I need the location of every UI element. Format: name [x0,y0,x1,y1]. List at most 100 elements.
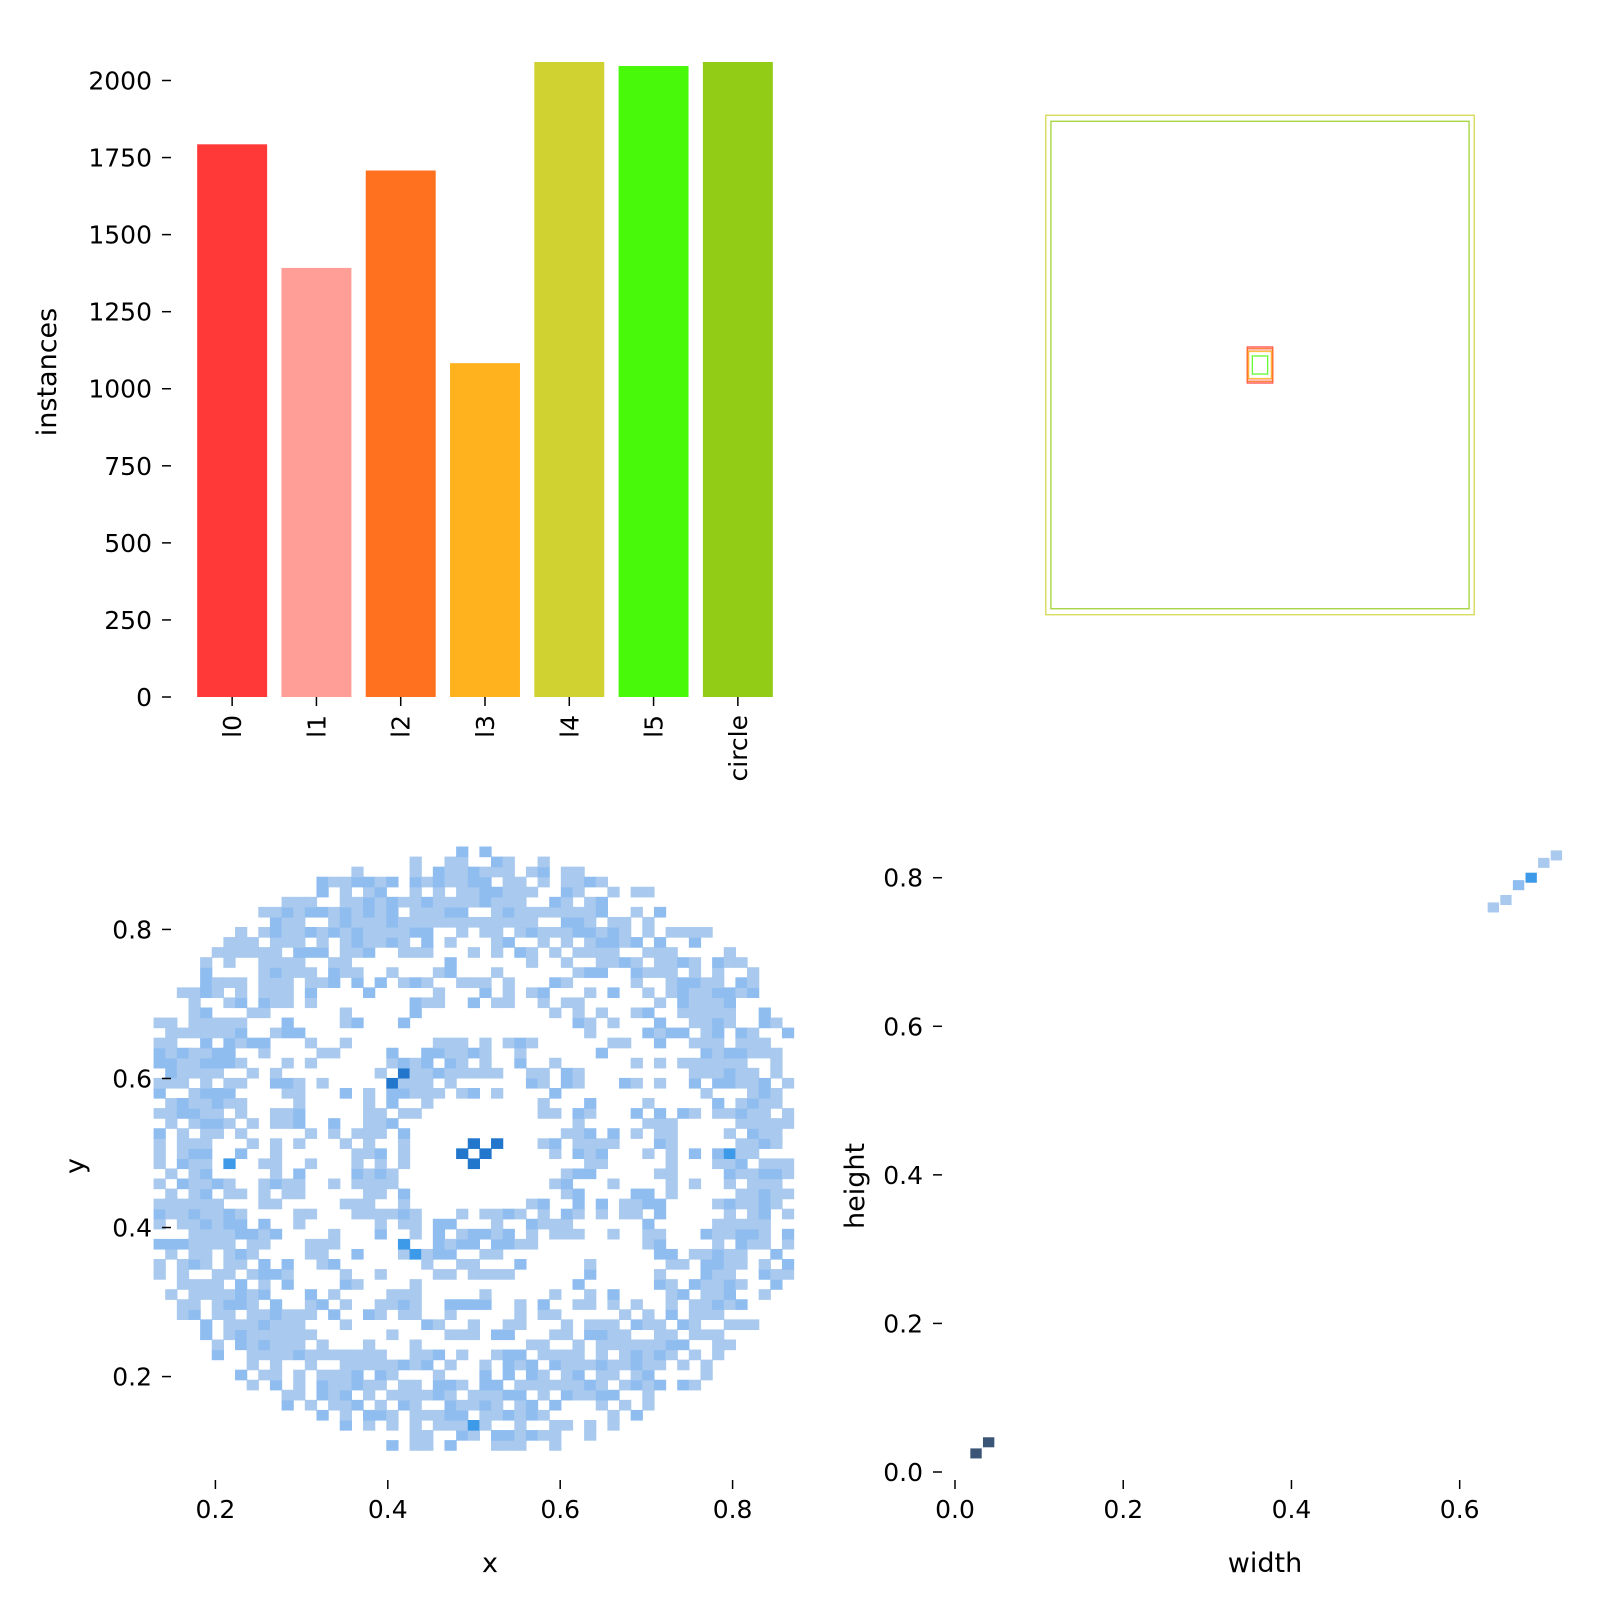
xy-cell [560,937,574,948]
xy-cell [630,957,643,968]
box-l3 [1247,350,1273,380]
xy-cell [665,1248,678,1260]
xy-cell [467,896,480,908]
xy-cell [397,1138,411,1149]
xy-cell [653,1359,667,1371]
xy-cell [421,1389,434,1401]
xy-cell [572,967,585,978]
xy-cell [677,1359,690,1371]
xy-cell [525,947,539,958]
xy-cell [432,1238,446,1250]
xy-cell [584,1259,597,1270]
xy-cell [712,1349,725,1361]
xy-cell [607,947,620,958]
xy-cell [397,1379,411,1391]
xy-cell [444,1440,457,1451]
xy-cell [176,1027,190,1039]
xy-cell [595,957,608,968]
xy-cell [304,967,318,978]
xy-cell [456,1349,469,1361]
xy-cell [630,937,643,948]
xy-cell [595,1329,608,1341]
xy-cell [584,937,597,948]
xy-cell [200,1248,213,1260]
bar-circle [702,62,773,697]
xy-cell [188,1238,201,1250]
xy-cell [293,1178,306,1190]
xy-cell [397,1148,411,1160]
xy-cell [735,1279,748,1290]
xy-cell [339,1409,352,1421]
xy-cell [642,947,655,958]
xy-cell [491,1349,504,1361]
xy-cell [584,1329,597,1341]
xy-cell [293,1389,306,1401]
xy-cell [572,947,585,958]
xy-cell [421,947,434,958]
xy-cell [258,1269,271,1280]
xy-cell [665,1339,678,1351]
xy-cell [165,1188,178,1200]
xy-cell [456,927,469,938]
xy-cell [677,987,690,999]
xy-cell [514,1299,527,1310]
xy-cell [665,987,678,999]
xy-cell [223,1329,236,1341]
xy-cell [432,1087,446,1099]
xy-cell [386,1409,399,1421]
xy-cell [235,1329,248,1341]
xy-cell [700,1359,713,1371]
xy-cell [607,957,620,968]
xy-cell [258,927,271,938]
xy-cell [560,876,574,888]
xy-cell [514,1208,527,1220]
xy-cell [607,916,620,928]
xy-cell [223,1309,236,1320]
xy-cell [735,1158,748,1170]
xy-cell [572,886,585,898]
xy-cell [560,1178,574,1190]
xy-cell [444,1047,457,1059]
box-l4 [1045,114,1475,616]
xy-cell [700,977,713,988]
xy-cell [758,1178,771,1190]
xy-cell [200,1138,213,1149]
xy-cell [560,1329,574,1341]
xy-cell [304,1329,318,1341]
xy-cell [572,1168,585,1180]
xy-cell [246,1118,259,1129]
xy-cell [246,1228,259,1240]
xy-cell [293,1379,306,1391]
xy-cell [770,1269,783,1280]
xy-cell [328,1289,341,1300]
xy-cell [397,1359,411,1371]
xy-cell [386,1047,399,1059]
xy-cell [444,1057,457,1069]
xy-cell [491,1399,504,1411]
xy-cell [269,1329,283,1341]
xy-cell [246,1379,259,1391]
xy-cell [642,1007,655,1019]
xy-cell [642,967,655,978]
xy-cell [188,1309,201,1320]
xy-cell [235,937,248,948]
xy-cell [665,1329,678,1341]
xy-cell [653,1269,667,1280]
xy-cell [188,1067,201,1079]
xy-cell [386,1369,399,1381]
xy-cell [758,1158,771,1170]
xy-cell [200,1218,213,1230]
xy-cell [235,1369,248,1381]
xy-cell [758,1037,771,1049]
xy-cell [607,1419,620,1431]
xy-cell [269,967,283,978]
xy-cell [758,1118,771,1129]
xy-cell [235,927,248,938]
xy-cell [700,1017,713,1029]
xy-cell [258,1047,271,1059]
xy-cell [386,927,399,938]
xy-cell [397,1218,411,1230]
xy-cell [549,1138,562,1149]
xy-cell [537,1339,550,1351]
xy-cell [747,1087,760,1099]
